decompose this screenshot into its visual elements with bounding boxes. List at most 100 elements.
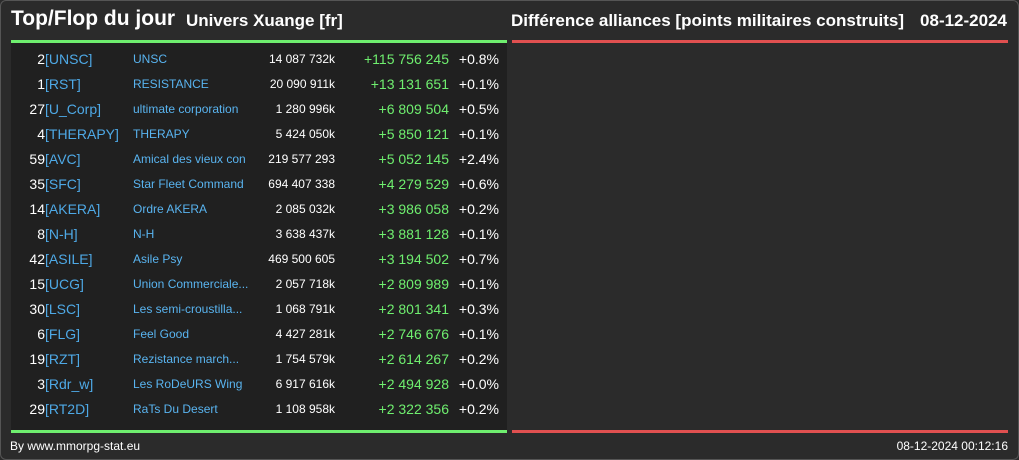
page-title: Top/Flop du jour <box>11 7 176 30</box>
rank-cell: 27 <box>29 101 45 117</box>
alliance-name-link[interactable]: RESISTANCE <box>133 77 209 91</box>
rank-cell: 19 <box>29 351 45 367</box>
alliance-name-link[interactable]: Les semi-croustilla... <box>133 302 243 316</box>
rank-cell: 8 <box>37 226 45 242</box>
alliance-tag-link[interactable]: [RST] <box>45 76 81 92</box>
flop-divider <box>512 40 1008 43</box>
alliance-name-link[interactable]: N-H <box>133 227 155 241</box>
source-link[interactable]: By www.mmorpg-stat.eu <box>10 439 141 453</box>
difference-cell: +2 801 341 <box>378 301 449 317</box>
alliance-tag-link[interactable]: [AKERA] <box>45 201 101 217</box>
points-cell: 5 424 050k <box>275 127 335 141</box>
alliance-tag-link[interactable]: [SFC] <box>45 176 81 192</box>
percent-cell: +0.6% <box>458 176 499 192</box>
rank-cell: 2 <box>37 51 45 67</box>
difference-cell: +6 809 504 <box>378 101 449 117</box>
subject-label: Différence alliances [points militaires … <box>511 11 905 30</box>
percent-cell: +0.1% <box>458 76 499 92</box>
percent-cell: +0.0% <box>458 376 499 392</box>
percent-cell: +0.2% <box>458 401 499 417</box>
alliance-name-link[interactable]: Rezistance march... <box>133 352 240 366</box>
top-bottom-divider <box>11 430 507 433</box>
alliance-tag-link[interactable]: [RT2D] <box>45 401 90 417</box>
table-row: 35 [SFC] Star Fleet Command 694 407 338 +4 2… <box>11 172 507 197</box>
timestamp: 08-12-2024 00:12:16 <box>896 439 1008 453</box>
table-row: 3 [Rdr_w] Les RoDeURS Wing 6 917 616k +2 494… <box>11 372 507 397</box>
table-row: 30 [LSC] Les semi-croustilla... 1 068 791k +… <box>11 297 507 322</box>
rank-cell: 59 <box>29 151 45 167</box>
alliance-name-link[interactable]: Amical des vieux con <box>133 152 246 166</box>
percent-cell: +0.5% <box>458 101 499 117</box>
rank-cell: 15 <box>29 276 45 292</box>
percent-cell: +0.1% <box>458 276 499 292</box>
difference-cell: +115 756 245 <box>364 51 449 67</box>
alliance-name-link[interactable]: UNSC <box>133 52 168 66</box>
points-cell: 1 280 996k <box>275 102 335 116</box>
difference-cell: +4 279 529 <box>378 176 449 192</box>
percent-cell: +0.1% <box>458 326 499 342</box>
table-row: 27 [U_Corp] ultimate corporation 1 280 996k… <box>11 97 507 122</box>
alliance-tag-link[interactable]: [AVC] <box>45 151 81 167</box>
flop-panel <box>512 43 1008 430</box>
difference-cell: +13 131 651 <box>370 76 449 92</box>
date-label: 08-12-2024 <box>920 11 1007 30</box>
alliance-tag-link[interactable]: [U_Corp] <box>45 101 102 117</box>
alliance-name-link[interactable]: Star Fleet Command <box>133 177 244 191</box>
alliance-tag-link[interactable]: [ASILE] <box>45 251 93 267</box>
alliance-tag-link[interactable]: [THERAPY] <box>45 126 119 142</box>
top-panel: 2 [UNSC] UNSC 14 087 732k +115 756 245 +0.8% 1… <box>11 43 507 430</box>
points-cell: 2 057 718k <box>275 277 335 291</box>
percent-cell: +0.7% <box>458 251 499 267</box>
percent-cell: +2.4% <box>458 151 499 167</box>
percent-cell: +0.1% <box>458 126 499 142</box>
table-row: 8 [N-H] N-H 3 638 437k +3 881 128 +0.1% <box>11 222 507 247</box>
alliance-name-link[interactable]: Feel Good <box>133 327 190 341</box>
alliance-tag-link[interactable]: [LSC] <box>45 301 81 317</box>
rank-cell: 6 <box>37 326 45 342</box>
subject-heading: Différence alliances [points militaires … <box>495 11 1007 31</box>
points-cell: 4 427 281k <box>275 327 335 341</box>
percent-cell: +0.1% <box>458 226 499 242</box>
flop-bottom-divider <box>512 430 1008 433</box>
points-cell: 2 085 032k <box>275 202 335 216</box>
alliance-name-link[interactable]: Union Commerciale... <box>133 277 249 291</box>
points-cell: 694 407 338 <box>268 177 335 191</box>
table-row: 2 [UNSC] UNSC 14 087 732k +115 756 245 +0.8% <box>11 47 507 72</box>
table-row: 19 [RZT] Rezistance march... 1 754 579k +2 6… <box>11 347 507 372</box>
percent-cell: +0.3% <box>458 301 499 317</box>
table-row: 14 [AKERA] Ordre AKERA 2 085 032k +3 986 058… <box>11 197 507 222</box>
alliance-tag-link[interactable]: [Rdr_w] <box>45 376 94 392</box>
table-row: 59 [AVC] Amical des vieux con 219 577 293 +5… <box>11 147 507 172</box>
alliance-name-link[interactable]: THERAPY <box>133 127 190 141</box>
table-row: 4 [THERAPY] THERAPY 5 424 050k +5 850 121 +0.… <box>11 122 507 147</box>
alliance-tag-link[interactable]: [FLG] <box>45 326 81 342</box>
rank-cell: 14 <box>29 201 45 217</box>
header: Top/Flop du jour Univers Xuange [fr] Dif… <box>0 0 1019 40</box>
points-cell: 1 068 791k <box>275 302 335 316</box>
points-cell: 14 087 732k <box>268 52 335 66</box>
percent-cell: +0.2% <box>458 201 499 217</box>
rank-cell: 4 <box>37 126 45 142</box>
difference-cell: +2 494 928 <box>378 376 449 392</box>
universe-label: Univers Xuange [fr] <box>186 11 343 30</box>
alliance-tag-link[interactable]: [UCG] <box>45 276 84 292</box>
alliance-name-link[interactable]: Ordre AKERA <box>133 202 208 216</box>
difference-cell: +3 194 502 <box>378 251 449 267</box>
alliance-name-link[interactable]: RaTs Du Desert <box>133 402 218 416</box>
points-cell: 1 754 579k <box>275 352 335 366</box>
points-cell: 3 638 437k <box>275 227 335 241</box>
alliance-name-link[interactable]: ultimate corporation <box>133 102 239 116</box>
alliance-tag-link[interactable]: [RZT] <box>45 351 80 367</box>
alliance-tag-link[interactable]: [N-H] <box>45 226 78 242</box>
alliance-tag-link[interactable]: [UNSC] <box>45 51 93 67</box>
difference-cell: +2 746 676 <box>378 326 449 342</box>
difference-cell: +5 052 145 <box>378 151 449 167</box>
difference-cell: +2 614 267 <box>378 351 449 367</box>
alliance-name-link[interactable]: Asile Psy <box>133 252 183 266</box>
rank-cell: 42 <box>29 251 45 267</box>
points-cell: 1 108 958k <box>275 402 335 416</box>
percent-cell: +0.8% <box>458 51 499 67</box>
alliance-name-link[interactable]: Les RoDeURS Wing <box>133 377 243 391</box>
rank-cell: 29 <box>29 401 45 417</box>
table-row: 6 [FLG] Feel Good 4 427 281k +2 746 676 +0.1% <box>11 322 507 347</box>
